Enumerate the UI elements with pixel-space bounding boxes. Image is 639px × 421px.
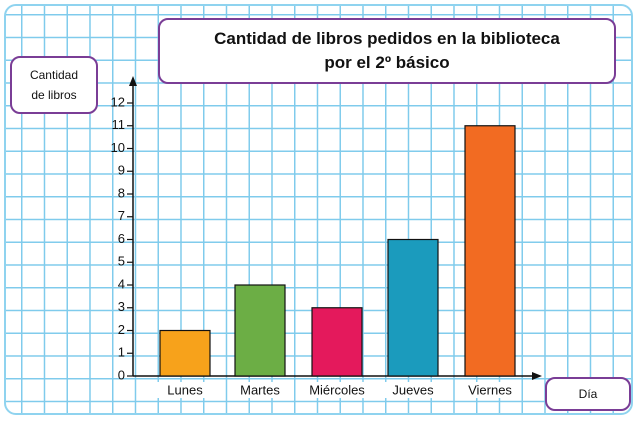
- y-tick-label: 2: [118, 322, 125, 337]
- y-tick-label: 0: [118, 367, 125, 382]
- chart-title: Cantidad de libros pedidos en la bibliot…: [158, 18, 616, 84]
- y-tick-label: 1: [118, 345, 125, 360]
- y-tick-label: 11: [112, 117, 126, 132]
- y-tick-label: 5: [118, 254, 125, 269]
- bar: [311, 307, 363, 377]
- y-tick-label: 8: [118, 185, 125, 200]
- bar: [159, 329, 211, 377]
- x-tick-label: Lunes: [167, 382, 203, 397]
- y-tick-label: 6: [118, 231, 125, 246]
- x-label-bg: [157, 382, 213, 398]
- y-tick-label: 4: [118, 276, 125, 291]
- y-tick-label: 10: [111, 140, 125, 155]
- bar: [234, 284, 286, 377]
- x-label-bg: [309, 382, 365, 398]
- x-tick-label: Jueves: [392, 382, 434, 397]
- x-axis-label: Día: [545, 377, 631, 411]
- x-label-bg: [232, 382, 288, 398]
- y-tick-label: 12: [111, 94, 125, 109]
- bar: [464, 125, 516, 377]
- y-axis-label: Cantidad de libros: [10, 56, 98, 114]
- y-tick-label: 9: [118, 163, 125, 178]
- y-tick-label: 3: [118, 299, 125, 314]
- y-tick-label: 7: [118, 208, 125, 223]
- bar: [387, 238, 439, 377]
- y-axis-arrow: [129, 76, 137, 86]
- x-label-bg: [385, 382, 441, 398]
- x-tick-label: Miércoles: [309, 382, 365, 397]
- x-tick-label: Martes: [240, 382, 280, 397]
- x-label-bg: [462, 382, 518, 398]
- x-axis-arrow: [532, 372, 542, 380]
- x-tick-label: Viernes: [468, 382, 512, 397]
